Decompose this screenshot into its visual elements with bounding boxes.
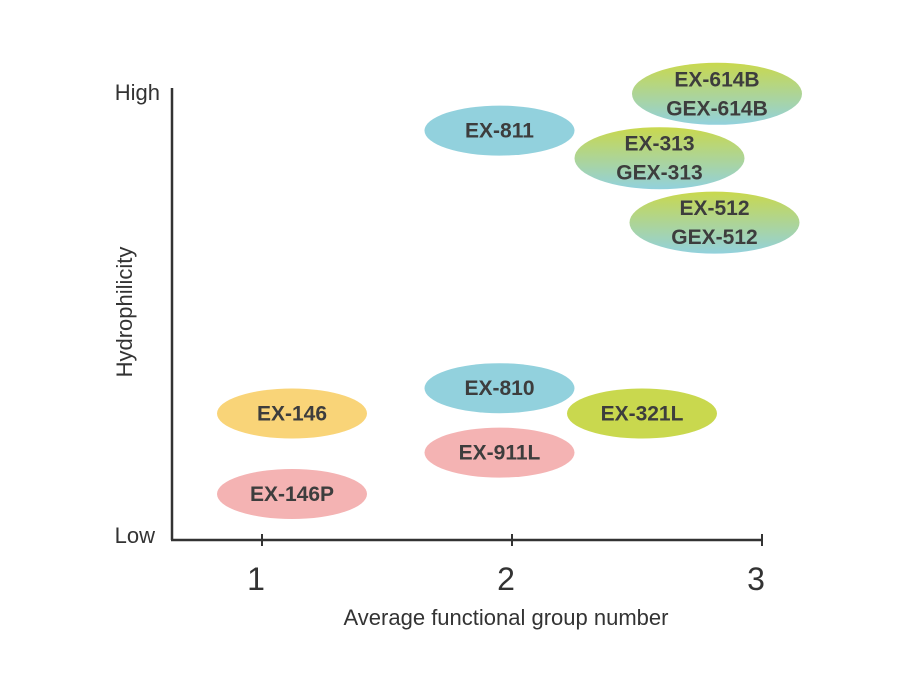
bubble-shape <box>424 427 575 478</box>
bubble-label: EX-810 <box>464 377 534 400</box>
bubble-ex-911l: EX-911L <box>424 427 575 478</box>
bubble-label: EX-321L <box>601 403 684 426</box>
bubble-layer: EX-146P EX-146 EX-911L EX-810 EX-321L EX-811 E… <box>217 62 802 519</box>
bubble-ex-811: EX-811 <box>424 105 575 156</box>
x-axis-title: Average functional group number <box>344 605 669 630</box>
x-tick-label-1: 1 <box>247 561 265 597</box>
bubble-label: EX-911L <box>459 442 541 465</box>
bubble-ex-146p: EX-146P <box>217 469 367 519</box>
bubble-label: EX-313 <box>624 133 694 156</box>
bubble-label: EX-614B <box>674 68 759 91</box>
bubble-ex-810: EX-810 <box>424 363 575 414</box>
x-tick-label-3: 3 <box>747 561 765 597</box>
bubble-label: EX-146P <box>250 483 334 506</box>
bubble-label: EX-146 <box>257 403 327 426</box>
bubble-shape <box>632 62 802 125</box>
bubble-label: GEX-512 <box>671 226 757 249</box>
bubble-ex-146: EX-146 <box>217 388 367 439</box>
x-ticks: 1 2 3 <box>247 534 765 597</box>
bubble-label: GEX-313 <box>616 162 702 185</box>
bubble-label: GEX-614B <box>666 97 768 120</box>
bubble-label: EX-512 <box>679 197 749 220</box>
y-axis-title: Hydrophilicity <box>112 247 137 378</box>
bubble-ex-512-gex-512: EX-512 GEX-512 <box>629 191 800 254</box>
bubble-ex-321l: EX-321L <box>567 388 717 439</box>
bubble-label: EX-811 <box>465 120 534 143</box>
bubble-shape <box>217 388 367 439</box>
bubble-shape <box>567 388 717 439</box>
y-tick-high: High <box>115 80 160 105</box>
bubble-shape <box>574 127 745 190</box>
bubble-ex-313-gex-313: EX-313 GEX-313 <box>574 127 745 190</box>
bubble-shape <box>424 105 575 156</box>
x-tick-label-2: 2 <box>497 561 515 597</box>
bubble-shape <box>424 363 575 414</box>
bubble-shape <box>629 191 800 254</box>
bubble-ex-614b-gex-614b: EX-614B GEX-614B <box>632 62 802 125</box>
y-tick-low: Low <box>115 523 155 548</box>
bubble-shape <box>217 469 367 519</box>
